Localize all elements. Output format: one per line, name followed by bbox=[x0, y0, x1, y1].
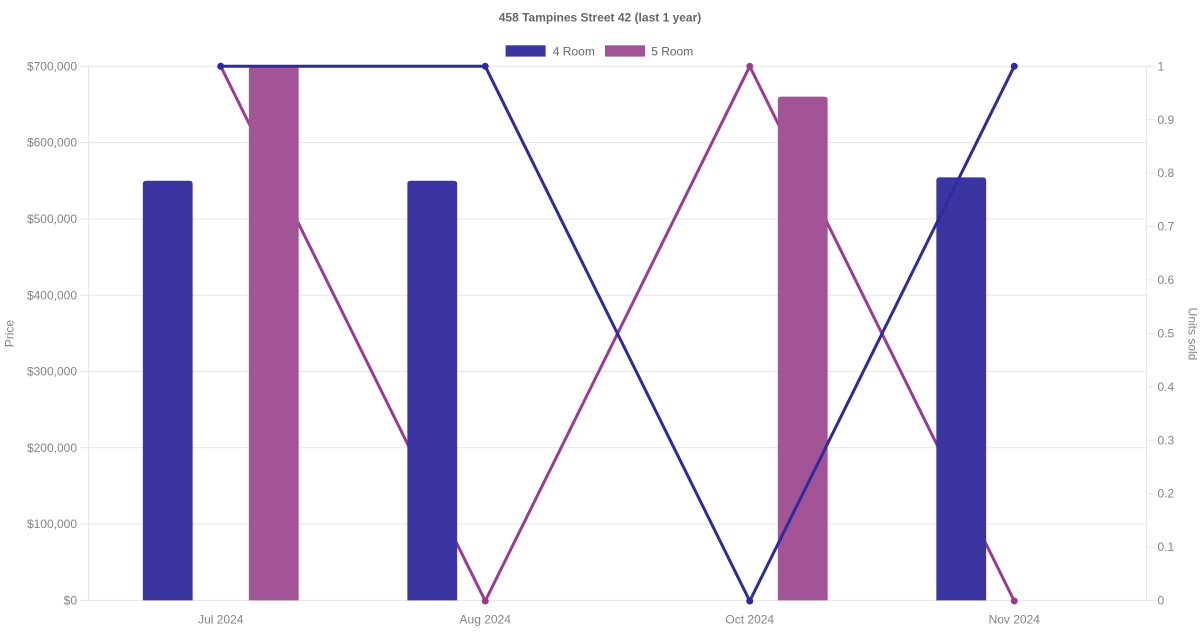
svg-text:$700,000: $700,000 bbox=[27, 59, 77, 73]
svg-text:5 Room: 5 Room bbox=[651, 45, 693, 59]
svg-text:$100,000: $100,000 bbox=[27, 517, 77, 531]
svg-text:Units sold: Units sold bbox=[1186, 308, 1200, 361]
svg-text:458 Tampines Street 42 (last 1: 458 Tampines Street 42 (last 1 year) bbox=[499, 11, 702, 25]
svg-text:$300,000: $300,000 bbox=[27, 365, 77, 379]
svg-text:Nov 2024: Nov 2024 bbox=[989, 612, 1041, 626]
svg-text:$500,000: $500,000 bbox=[27, 212, 77, 226]
svg-text:$400,000: $400,000 bbox=[27, 288, 77, 302]
svg-text:0.9: 0.9 bbox=[1158, 113, 1175, 127]
svg-text:0.6: 0.6 bbox=[1158, 273, 1175, 287]
svg-text:0.3: 0.3 bbox=[1158, 433, 1175, 447]
svg-text:$0: $0 bbox=[64, 594, 78, 608]
svg-text:0.5: 0.5 bbox=[1158, 326, 1175, 340]
svg-text:Price: Price bbox=[2, 320, 16, 348]
svg-text:$200,000: $200,000 bbox=[27, 441, 77, 455]
svg-text:0.4: 0.4 bbox=[1158, 380, 1175, 394]
svg-text:4 Room: 4 Room bbox=[553, 45, 595, 59]
svg-text:0: 0 bbox=[1158, 594, 1165, 608]
svg-text:0.7: 0.7 bbox=[1158, 220, 1175, 234]
svg-text:0.2: 0.2 bbox=[1158, 487, 1175, 501]
svg-text:Oct 2024: Oct 2024 bbox=[725, 612, 774, 626]
svg-text:Aug 2024: Aug 2024 bbox=[460, 612, 512, 626]
svg-text:0.1: 0.1 bbox=[1158, 540, 1175, 554]
svg-text:$600,000: $600,000 bbox=[27, 136, 77, 150]
svg-text:0.8: 0.8 bbox=[1158, 166, 1175, 180]
svg-text:1: 1 bbox=[1158, 59, 1165, 73]
svg-text:Jul 2024: Jul 2024 bbox=[198, 612, 244, 626]
